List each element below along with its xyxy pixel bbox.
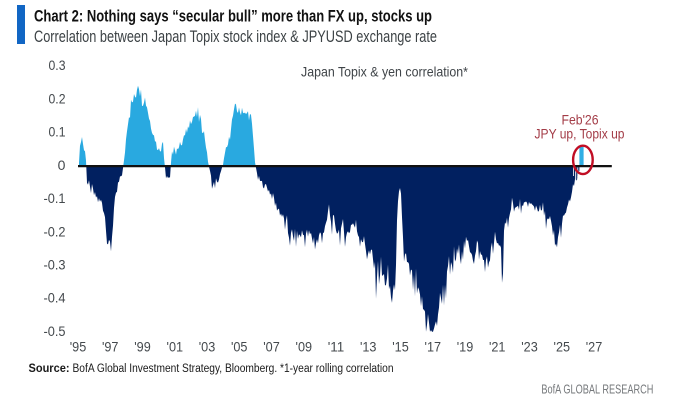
svg-text:'25: '25	[554, 339, 571, 355]
svg-text:Feb'26: Feb'26	[562, 113, 599, 128]
svg-text:Japan Topix & yen correlation*: Japan Topix & yen correlation*	[301, 64, 468, 80]
svg-text:-0.2: -0.2	[44, 223, 66, 239]
svg-text:'23: '23	[521, 339, 538, 355]
svg-text:0: 0	[58, 157, 66, 173]
svg-text:Correlation between Japan Topi: Correlation between Japan Topix stock in…	[34, 28, 437, 46]
svg-text:'99: '99	[134, 339, 151, 355]
svg-text:0.2: 0.2	[49, 90, 66, 106]
svg-text:Source:: Source:	[29, 363, 70, 375]
svg-text:'07: '07	[263, 339, 280, 355]
svg-text:BofA Global Investment Strateg: BofA Global Investment Strategy, Bloombe…	[73, 363, 394, 375]
svg-text:'97: '97	[102, 339, 119, 355]
svg-text:'09: '09	[296, 339, 313, 355]
svg-text:0.1: 0.1	[49, 124, 66, 140]
svg-text:'19: '19	[457, 339, 474, 355]
svg-text:Chart 2: Nothing says “secular: Chart 2: Nothing says “secular bull” mor…	[34, 8, 432, 26]
svg-text:-0.5: -0.5	[44, 323, 66, 339]
svg-text:BofA GLOBAL RESEARCH: BofA GLOBAL RESEARCH	[541, 382, 653, 397]
svg-text:'13: '13	[360, 339, 377, 355]
svg-text:'11: '11	[328, 339, 345, 355]
svg-text:-0.1: -0.1	[44, 190, 66, 206]
svg-text:'05: '05	[231, 339, 248, 355]
svg-text:-0.4: -0.4	[44, 290, 66, 306]
svg-text:JPY up, Topix up: JPY up, Topix up	[535, 126, 625, 141]
svg-text:-0.3: -0.3	[44, 257, 66, 273]
svg-text:0.3: 0.3	[49, 57, 66, 73]
svg-text:'17: '17	[425, 339, 442, 355]
svg-text:'01: '01	[167, 339, 184, 355]
svg-text:'15: '15	[392, 339, 409, 355]
svg-text:'27: '27	[586, 339, 603, 355]
svg-text:'95: '95	[70, 339, 87, 355]
svg-text:'21: '21	[489, 339, 506, 355]
svg-text:'03: '03	[199, 339, 216, 355]
